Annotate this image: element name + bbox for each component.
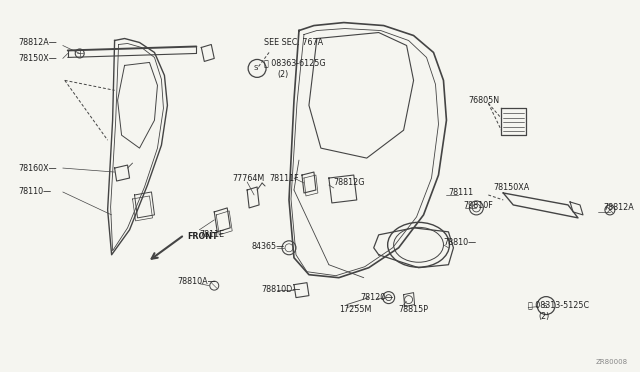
- Text: 78150XA: 78150XA: [493, 183, 529, 192]
- Text: 7811E: 7811E: [199, 230, 225, 239]
- Text: 76805N: 76805N: [468, 96, 499, 105]
- Text: ZR80008: ZR80008: [596, 359, 628, 365]
- Text: 78120—: 78120—: [361, 293, 394, 302]
- Text: 17255M: 17255M: [339, 305, 371, 314]
- Text: S: S: [253, 65, 257, 71]
- Text: 79810F: 79810F: [463, 201, 493, 211]
- Text: 78812A: 78812A: [603, 203, 634, 212]
- Text: 78812G: 78812G: [334, 177, 365, 186]
- Text: 78150X—: 78150X—: [18, 54, 57, 63]
- Text: FRONT: FRONT: [188, 232, 218, 241]
- Text: (2): (2): [538, 312, 549, 321]
- Text: Ⓢ 08313-5125C: Ⓢ 08313-5125C: [528, 300, 589, 309]
- Text: 78111F: 78111F: [269, 173, 299, 183]
- Text: S: S: [542, 302, 547, 309]
- Text: 78111: 78111: [449, 189, 474, 198]
- Text: 78810A—: 78810A—: [177, 277, 216, 286]
- Text: SEE SEC. 767A: SEE SEC. 767A: [264, 38, 323, 47]
- Text: 78812A—: 78812A—: [18, 38, 57, 47]
- Text: Ⓢ 08363-6125G: Ⓢ 08363-6125G: [264, 58, 326, 67]
- Text: (2): (2): [277, 70, 288, 79]
- Text: 78810D—: 78810D—: [261, 285, 300, 294]
- Text: 78110—: 78110—: [18, 187, 51, 196]
- Text: 78810—: 78810—: [444, 238, 477, 247]
- Text: 78815P: 78815P: [399, 305, 429, 314]
- Text: 78160X—: 78160X—: [18, 164, 56, 173]
- Text: 77764M: 77764M: [232, 173, 264, 183]
- Text: 84365—: 84365—: [251, 242, 284, 251]
